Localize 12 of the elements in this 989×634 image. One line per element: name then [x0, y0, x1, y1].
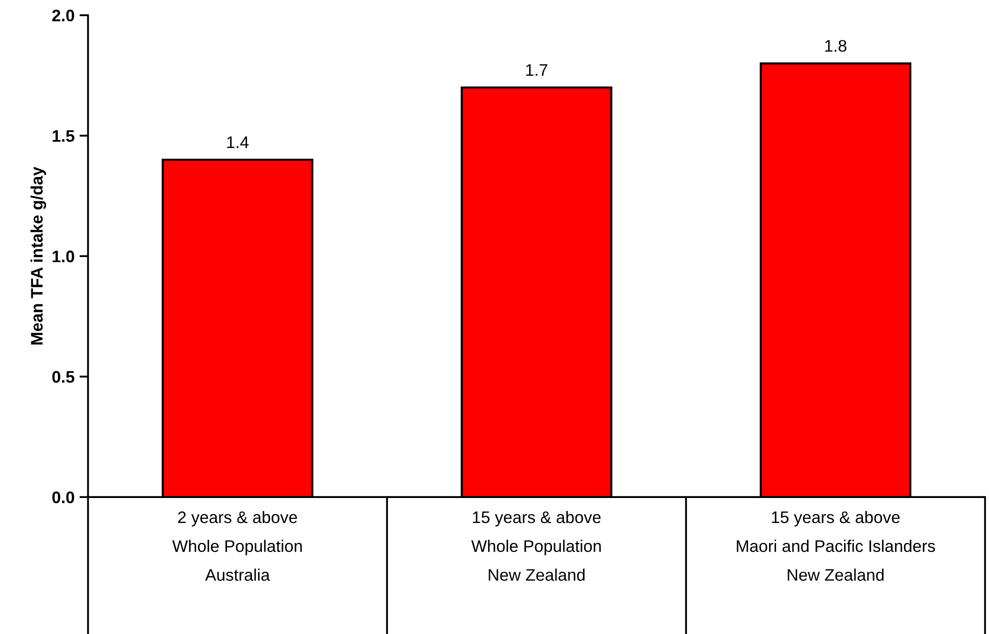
y-axis-title: Mean TFA intake g/day [30, 166, 46, 345]
data-label: 1.4 [227, 136, 249, 148]
y-tick-label: 0.0 [52, 491, 74, 504]
y-tick-label: 2.0 [52, 10, 74, 22]
data-label: 1.7 [526, 64, 548, 76]
x-tick-label: 2 years & above Whole Population Australia [172, 510, 302, 581]
y-tick-label: 1.0 [52, 250, 74, 262]
y-tick-label: 1.5 [52, 130, 74, 142]
x-tick-label: 15 years & above Whole Population New Zealand [471, 510, 601, 581]
x-tick-label: 15 years & above Maori and Pacific Islanders New Zealand [736, 510, 935, 581]
y-tick-label: 0.5 [52, 370, 74, 383]
data-label: 1.8 [825, 40, 846, 52]
